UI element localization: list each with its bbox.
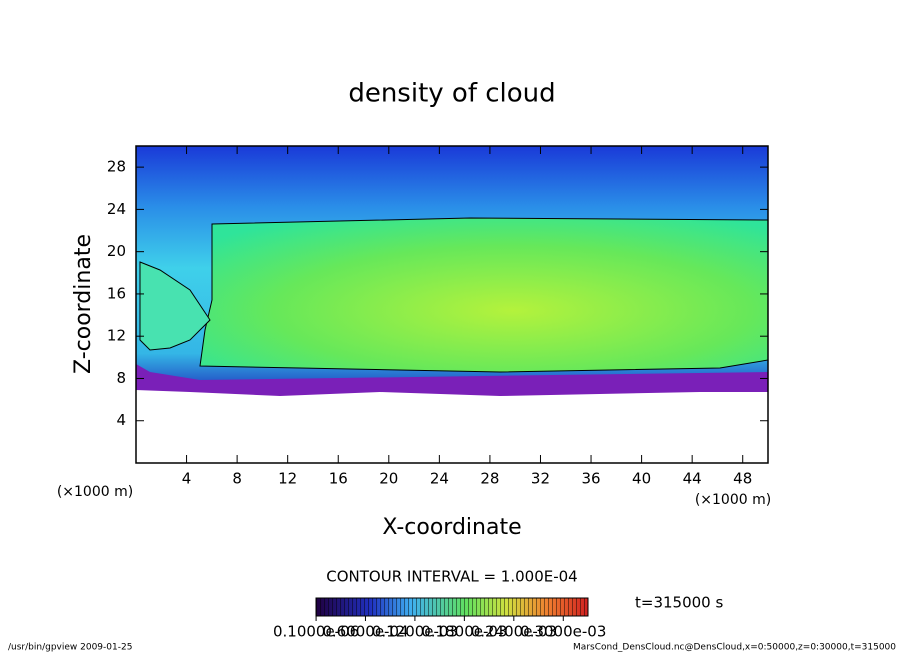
x-tick-label: 24 — [430, 470, 449, 488]
x-tick-label: 48 — [733, 470, 752, 488]
field — [136, 146, 769, 396]
x-tick-label: 44 — [683, 470, 702, 488]
y-tick-label: 20 — [107, 242, 126, 260]
contour-interval: CONTOUR INTERVAL = 1.000E-04 — [326, 568, 577, 586]
colorbar-tick-label: 0.1200e-03 — [372, 623, 458, 641]
footer-left: /usr/bin/gpview 2009-01-25 — [8, 643, 132, 653]
time-label: t=315000 s — [635, 594, 723, 612]
colorbar-frame — [315, 597, 589, 617]
x-tick-label: 32 — [531, 470, 550, 488]
y-tick-label: 16 — [107, 284, 126, 302]
y-tick-label: 4 — [116, 411, 126, 429]
chart-title: density of cloud — [348, 79, 555, 109]
y-unit: (×1000 m) — [57, 484, 133, 500]
x-tick-label: 36 — [581, 470, 600, 488]
x-tick-label: 16 — [329, 470, 348, 488]
x-tick-label: 28 — [480, 470, 499, 488]
y-tick-label: 24 — [107, 200, 126, 218]
y-axis-label: Z-coordinate — [71, 234, 96, 374]
x-tick-label: 40 — [632, 470, 651, 488]
colorbar-tick-label: 0.1800e-03 — [421, 623, 507, 641]
x-unit: (×1000 m) — [695, 492, 771, 508]
y-tick-label: 28 — [107, 158, 126, 176]
colorbar-tick-label: 0.2400e-03 — [471, 623, 557, 641]
colorbar-tick-label: 0.3000e-03 — [520, 623, 606, 641]
field-core — [199, 217, 769, 373]
footer-right: MarsCond_DensCloud.nc@DensCloud,x=0:5000… — [573, 643, 896, 653]
colorbar-tick-label: 0.1000e-06 — [273, 623, 359, 641]
y-tick-label: 8 — [116, 369, 126, 387]
x-tick-label: 12 — [278, 470, 297, 488]
y-tick-label: 12 — [107, 327, 126, 345]
x-tick-label: 4 — [182, 470, 192, 488]
x-tick-label: 8 — [232, 470, 242, 488]
x-tick-label: 20 — [379, 470, 398, 488]
field-band — [136, 364, 768, 396]
plot-frame — [135, 145, 769, 464]
x-axis-label: X-coordinate — [382, 515, 521, 540]
field-edge — [139, 261, 211, 351]
colorbar-tick-label: 0.6000e-04 — [322, 623, 408, 641]
